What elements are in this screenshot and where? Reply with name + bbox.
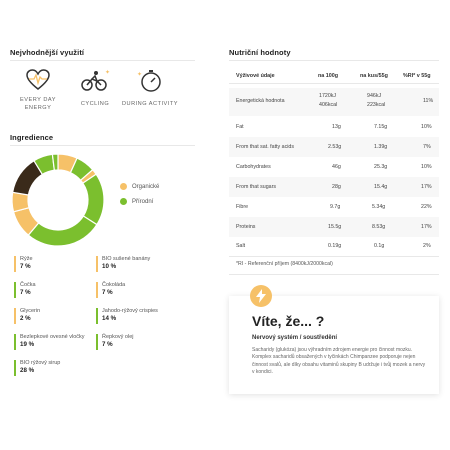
nutrition-footnote: *RI - Referenční příjem (8400kJ/2000kcal… bbox=[236, 261, 333, 267]
ingredient-name: Čočka bbox=[20, 282, 36, 288]
ingredient-percent: 19 % bbox=[20, 341, 35, 348]
legend-natural: Přírodní bbox=[120, 198, 153, 205]
ingredient-name: Jahodo-rýžový crispies bbox=[102, 308, 158, 314]
ingredient-item: BIO sušené banány 10 % bbox=[96, 256, 174, 272]
svg-text:✦: ✦ bbox=[105, 69, 110, 76]
donut-slice bbox=[51, 153, 59, 171]
usage-item-during-activity: ✦ DURING ACTIVITY bbox=[120, 66, 180, 108]
ingredient-item: Čočka 7 % bbox=[14, 282, 92, 298]
usage-item-cycling: ✦ CYCLING bbox=[65, 66, 125, 108]
ingredient-percent: 14 % bbox=[102, 315, 117, 322]
did-you-know-subtitle: Nervový systém / soustředění bbox=[252, 335, 338, 341]
lightning-icon bbox=[250, 285, 272, 307]
did-you-know-title: Víte, že... ? bbox=[252, 313, 325, 329]
legend-swatch-natural bbox=[120, 198, 127, 205]
legend-organic: Organické bbox=[120, 183, 159, 190]
usage-label: DURING ACTIVITY bbox=[122, 101, 178, 107]
nutrition-title: Nutriční hodnoty bbox=[229, 48, 291, 57]
did-you-know-text: Sacharidy (glukóza) jsou výhradním zdroj… bbox=[252, 347, 426, 376]
usage-label: EVERY DAY bbox=[20, 97, 56, 103]
ingredient-percent: 2 % bbox=[20, 315, 31, 322]
usage-item-every-day: EVERY DAY ENERGY bbox=[8, 66, 68, 112]
ingredient-percent: 7 % bbox=[102, 289, 113, 296]
nutrition-divider bbox=[229, 60, 439, 61]
usage-label: CYCLING bbox=[80, 101, 110, 107]
ingredients-donut-chart bbox=[11, 153, 105, 247]
nutrition-header-perpiece: na kus/55g bbox=[360, 73, 388, 79]
ingredient-item: Rýže 7 % bbox=[14, 256, 92, 272]
ingredient-name: BIO rýžový sirup bbox=[20, 360, 61, 366]
nutrition-row: Fibre 9.7g 5.34g 22% bbox=[236, 204, 432, 210]
nutrition-row: Energetická hodnota 1720kJ 406kcal 946kJ… bbox=[229, 88, 439, 116]
heart-pulse-icon bbox=[8, 66, 68, 94]
legend-label: Přírodní bbox=[132, 198, 154, 205]
ingredient-name: Řepkový olej bbox=[102, 334, 134, 340]
cyclist-icon: ✦ bbox=[65, 66, 125, 94]
ingredient-percent: 7 % bbox=[20, 289, 31, 296]
legend-label: Organické bbox=[132, 183, 160, 190]
legend-swatch-organic bbox=[120, 183, 127, 190]
ingredient-item: Glycerin 2 % bbox=[14, 308, 92, 324]
nutrition-header-per100: na 100g bbox=[318, 73, 339, 79]
ingredient-item: Bezlepkové ovesné vločky 19 % bbox=[14, 334, 92, 350]
nutrition-row: Proteins 15.5g 8.53g 17% bbox=[229, 217, 439, 237]
ingredient-item: Jahodo-rýžový crispies 14 % bbox=[96, 308, 174, 324]
nutrition-row: Carbohydrates 46g 25.3g 10% bbox=[236, 164, 432, 170]
nutrition-row: From that sat. fatty acids 2.53g 1.39g 7… bbox=[229, 137, 439, 157]
nutrition-header-ri: %RI* v 55g bbox=[403, 73, 431, 79]
did-you-know-card bbox=[229, 296, 439, 394]
ingredients-divider bbox=[10, 145, 195, 146]
ingredient-percent: 7 % bbox=[20, 263, 31, 270]
ingredient-item: BIO rýžový sirup 28 % bbox=[14, 360, 92, 376]
ingredient-name: Bezlepkové ovesné vločky bbox=[20, 334, 85, 340]
nutrition-row: From that sugars 28g 15.4g 17% bbox=[229, 177, 439, 197]
ingredient-percent: 7 % bbox=[102, 341, 113, 348]
ingredient-item: Čokoláda 7 % bbox=[96, 282, 174, 298]
ingredient-name: Glycerin bbox=[20, 308, 41, 314]
ingredient-item: Řepkový olej 7 % bbox=[96, 334, 174, 350]
ingredient-name: Rýže bbox=[20, 256, 33, 262]
nutrition-header-label: Výživové údaje bbox=[236, 73, 275, 79]
nutrition-row: Salt 0.19g 0.1g 2% bbox=[236, 243, 431, 249]
ingredients-title: Ingredience bbox=[10, 133, 54, 142]
usage-divider bbox=[10, 60, 195, 61]
ingredient-name: BIO sušené banány bbox=[102, 256, 151, 262]
usage-label: ENERGY bbox=[24, 105, 52, 111]
usage-title: Nejvhodnější využití bbox=[10, 48, 85, 57]
svg-text:✦: ✦ bbox=[137, 71, 142, 78]
donut-slice bbox=[27, 215, 98, 247]
stopwatch-icon: ✦ bbox=[120, 66, 180, 94]
ingredient-percent: 10 % bbox=[102, 263, 117, 270]
nutrition-row: Fat 13g 7.15g 10% bbox=[236, 124, 432, 130]
ingredient-percent: 28 % bbox=[20, 367, 35, 374]
ingredient-name: Čokoláda bbox=[102, 282, 126, 288]
